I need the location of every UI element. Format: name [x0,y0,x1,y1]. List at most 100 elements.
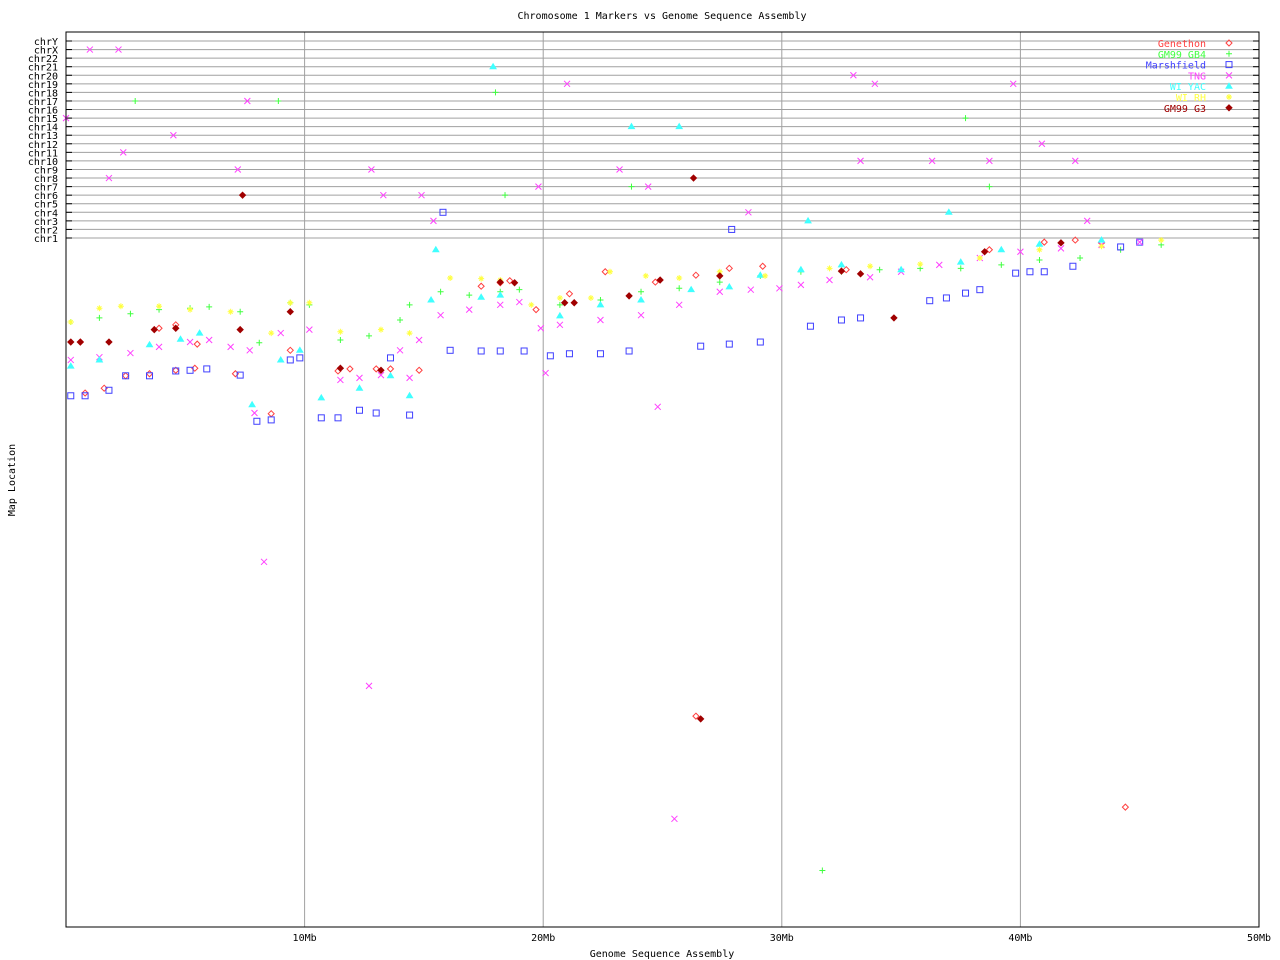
data-point [105,174,113,182]
data-point [587,294,594,301]
data-point [67,356,75,364]
y-tick-label: chr21 [28,63,58,74]
data-point [466,292,473,299]
data-point [692,271,700,279]
data-point [337,376,344,384]
data-point [234,166,242,173]
data-point [317,414,325,422]
data-point [762,272,769,279]
legend-label: WI YAC [1170,82,1206,93]
data-point [477,293,486,300]
data-point [268,330,275,337]
data-point [502,192,509,199]
data-point [295,346,304,353]
data-point [556,311,564,319]
data-point [637,311,645,319]
series-marshfield [67,208,1144,425]
data-point [146,372,154,380]
x-tick-label: 10Mb [293,933,317,944]
data-point [510,279,519,287]
legend-marker [1225,72,1233,79]
data-point [756,271,765,278]
data-point [267,409,275,418]
data-point [337,328,344,335]
data-point [728,225,736,233]
data-point [654,403,662,411]
data-point [986,157,993,165]
data-point [492,89,499,96]
data-point [597,316,604,324]
data-point [556,321,564,329]
data-point [386,365,395,373]
y-tick-label: chrY [34,37,58,48]
data-point [186,366,194,374]
x-tick-label: 20Mb [531,933,555,944]
data-point [747,286,755,294]
data-point [187,306,194,313]
data-point [692,712,700,720]
data-point [675,301,683,309]
data-point [797,281,805,289]
data-point [67,338,75,346]
data-point [857,314,865,322]
data-point [81,392,89,400]
data-point [638,288,645,295]
data-point [1071,157,1079,165]
data-point [96,305,103,312]
data-point [1036,246,1043,253]
data-point [826,265,833,272]
data-point [121,372,130,380]
data-point [145,340,154,348]
data-point [248,400,256,408]
data-point [1136,238,1144,246]
x-tick-label: 30Mb [770,933,794,944]
data-point [227,343,234,351]
data-point [155,324,163,332]
data-point [676,285,683,292]
data-point [716,288,724,296]
data-point [837,316,845,324]
legend-marker [1226,94,1232,100]
data-point [687,285,696,293]
data-point [675,122,684,130]
data-point [406,330,413,337]
data-point [478,275,485,282]
data-point [386,354,394,362]
data-point [377,371,385,379]
data-point [716,272,724,280]
data-point [496,278,504,286]
data-point [1071,236,1079,244]
x-tick-label: 50Mb [1247,933,1271,944]
data-point [542,369,549,377]
data-point [67,392,75,400]
data-point [260,558,268,566]
legend-marker [1225,104,1233,112]
series-gm99-g3 [67,174,1065,723]
data-point [439,208,447,216]
data-point [237,308,244,315]
data-point [627,122,636,130]
data-point [446,346,454,354]
data-point [1121,803,1130,811]
series-gm99-gb4 [67,89,1165,874]
data-point [556,301,563,308]
data-point [276,355,285,363]
data-point [1077,254,1084,261]
y-tick-label: chr20 [28,71,58,82]
data-point [119,148,127,156]
data-point [976,286,984,294]
legend-marker [1226,50,1232,57]
data-point [186,338,194,346]
y-tick-label: chrX [34,46,58,57]
y-tick-label: chr10 [28,157,58,168]
data-point [496,301,504,309]
data-point [418,191,425,199]
y-tick-label: chr18 [28,88,58,99]
data-point [372,365,380,373]
data-point [1026,268,1034,276]
data-point [156,303,163,310]
data-point [334,414,342,422]
data-point [172,324,180,332]
data-point [243,97,251,105]
